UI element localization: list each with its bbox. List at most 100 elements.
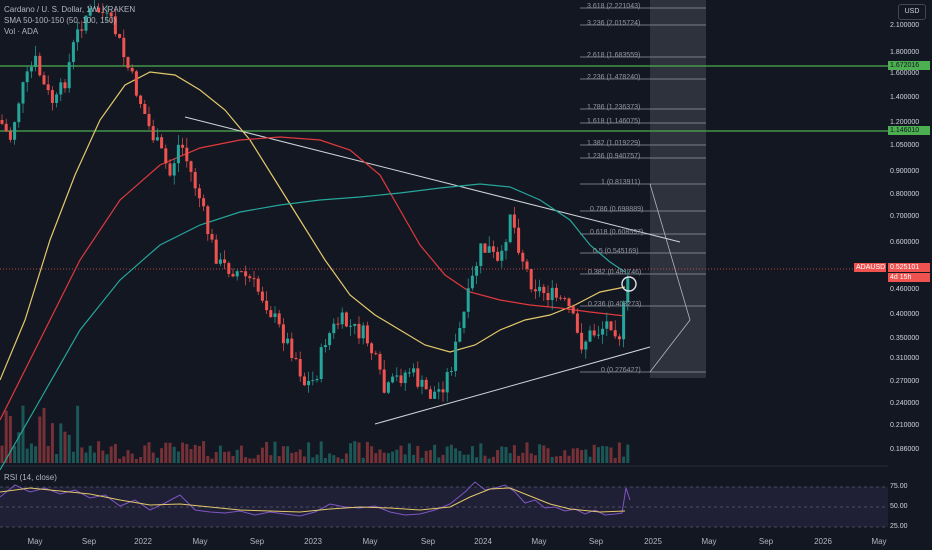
volume-bar xyxy=(8,416,12,463)
volume-bar xyxy=(265,441,269,463)
volume-bar xyxy=(584,449,588,463)
volume-bar xyxy=(521,452,525,463)
fib-label: 0.236 (0.403273) xyxy=(588,301,642,308)
candle-body xyxy=(370,343,374,354)
price-tick: 0.310000 xyxy=(890,355,920,362)
candle-body xyxy=(231,273,235,277)
candle-body xyxy=(437,389,441,392)
volume-bar xyxy=(67,434,71,463)
rsi-pane xyxy=(0,466,888,532)
lower-trendline[interactable] xyxy=(374,346,651,425)
sma50-line xyxy=(0,71,626,381)
volume-bar xyxy=(151,452,155,463)
price-tick: 1.200000 xyxy=(890,119,920,126)
currency-button[interactable]: USD xyxy=(898,4,926,20)
candle-body xyxy=(294,357,298,360)
candle-body xyxy=(63,82,67,89)
volume-bar xyxy=(487,458,491,463)
fib-retracement[interactable] xyxy=(580,0,706,378)
rsi-indicator-label[interactable]: RSI (14, close) xyxy=(4,473,57,482)
candle-body xyxy=(323,345,327,348)
candle-body xyxy=(84,15,88,31)
candle-body xyxy=(197,188,201,199)
candle-body xyxy=(374,353,378,355)
candle-body xyxy=(386,382,390,393)
time-tick: 2023 xyxy=(304,537,322,546)
time-tick: May xyxy=(871,537,887,546)
candle-body xyxy=(445,372,449,393)
candle-body xyxy=(235,271,239,277)
candle-body xyxy=(151,126,155,141)
volume-bar xyxy=(601,446,605,463)
volume-bar xyxy=(433,444,437,463)
candle-body xyxy=(307,381,311,386)
volume-bar xyxy=(21,405,25,463)
candle-body xyxy=(88,8,92,16)
price-tick: 2.100000 xyxy=(890,22,920,29)
candle-body xyxy=(118,34,122,38)
volume-bar xyxy=(386,453,390,463)
price-tick: 0.270000 xyxy=(890,378,920,385)
volume-bar xyxy=(13,446,17,463)
candle-body xyxy=(92,7,96,9)
candle-body xyxy=(130,67,134,72)
candle-body xyxy=(542,286,546,294)
volume-bar xyxy=(449,444,453,463)
candle-body xyxy=(4,123,8,132)
sma-indicator-label[interactable]: SMA 50-100-150 (50, 100, 150) xyxy=(4,16,117,25)
volume-bar xyxy=(172,446,176,463)
volume-bar xyxy=(382,452,386,463)
volume-bar xyxy=(328,453,332,463)
time-tick: May xyxy=(27,537,43,546)
volume-bar xyxy=(538,444,542,463)
candle-body xyxy=(218,259,222,264)
price-tick: 1.050000 xyxy=(890,142,920,149)
volume-bar xyxy=(311,457,315,463)
volume-bar xyxy=(97,441,101,463)
candle-body xyxy=(273,313,277,318)
volume-bar xyxy=(500,446,504,463)
candle-body xyxy=(462,311,466,329)
fib-label: 0.618 (0.608597) xyxy=(590,229,644,236)
price-tick: 0.400000 xyxy=(890,311,920,318)
volume-bar xyxy=(332,455,336,463)
sma100-line xyxy=(0,136,626,421)
volume-bar xyxy=(550,456,554,463)
volume-bar xyxy=(323,458,327,463)
candle-body xyxy=(265,300,269,311)
volume-bar xyxy=(344,453,348,463)
candle-body xyxy=(113,16,117,35)
fib-label: 2.618 (1.683559) xyxy=(587,52,641,59)
candle-body xyxy=(29,66,33,72)
volume-bar xyxy=(336,457,340,463)
candle-body xyxy=(286,338,290,344)
candle-body xyxy=(601,328,605,335)
candle-body xyxy=(596,334,600,336)
volume-bar xyxy=(554,456,558,463)
volume-bar xyxy=(231,456,235,463)
volume-bar xyxy=(147,442,151,463)
candle-body xyxy=(328,333,332,346)
fib-label: 3.618 (2.221043) xyxy=(587,3,641,10)
symbol-title[interactable]: Cardano / U. S. Dollar, 1W, KRAKEN xyxy=(4,5,136,14)
volume-bar xyxy=(454,448,458,463)
volume-bar xyxy=(29,443,33,463)
candle-body xyxy=(223,259,227,264)
volume-bar xyxy=(38,416,42,463)
highlight-circle[interactable] xyxy=(621,276,637,292)
volume-bar xyxy=(290,452,294,463)
candle-body xyxy=(277,313,281,325)
volume-bar xyxy=(307,442,311,463)
candle-body xyxy=(344,312,348,327)
candle-body xyxy=(55,94,59,103)
volume-bar xyxy=(105,454,109,463)
volume-bar xyxy=(617,442,621,463)
fib-label: 0.5 (0.545169) xyxy=(593,248,639,255)
volume-bar xyxy=(424,450,428,463)
volume-bar xyxy=(378,449,382,463)
candle-body xyxy=(382,369,386,393)
candle-body xyxy=(622,302,626,340)
volume-indicator-label[interactable]: Vol · ADA xyxy=(4,27,39,36)
